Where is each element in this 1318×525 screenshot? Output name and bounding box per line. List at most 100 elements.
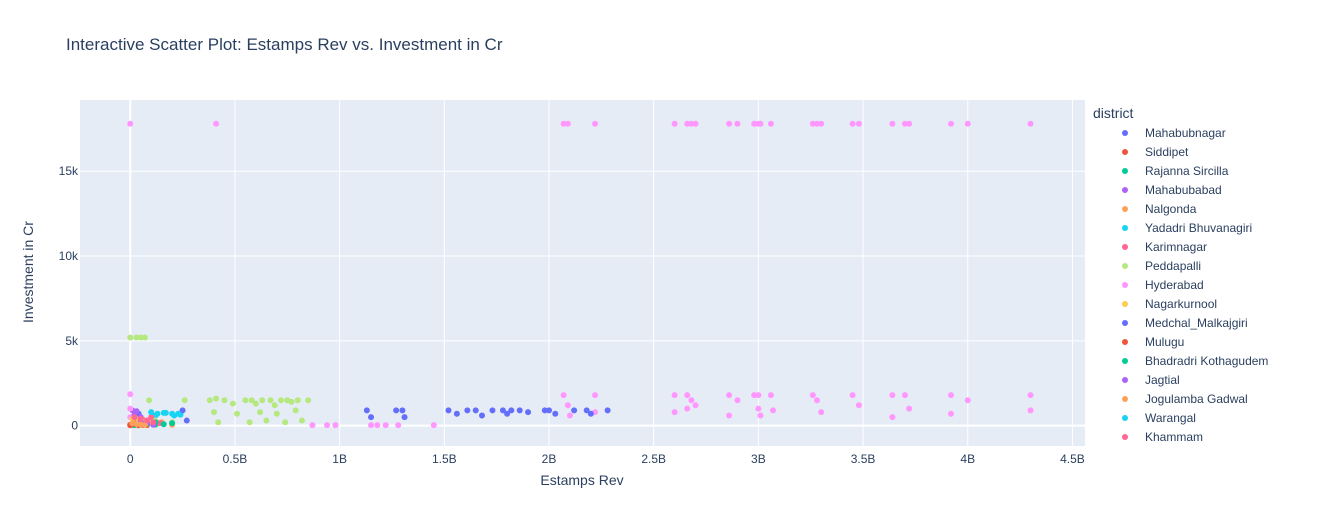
data-point [755,405,762,412]
data-point [271,402,278,409]
data-point [948,392,954,399]
x-tick-label: 4B [960,452,975,466]
data-point [137,415,144,422]
y-tick-labels: 0 5k 10k 15k [59,164,79,432]
legend-item[interactable]: Karimnagar [1122,240,1207,254]
data-point [583,407,590,414]
legend-item[interactable]: Medchal_Malkajgiri [1122,316,1248,330]
data-point [726,412,733,419]
data-point [688,120,695,127]
data-point [757,120,764,127]
data-point [571,407,578,414]
legend-marker [1122,263,1128,269]
data-point [144,417,150,424]
data-point [671,120,678,127]
data-point [206,397,213,404]
data-point [726,120,733,127]
legend-item[interactable]: Yadadri Bhuvanagiri [1122,221,1252,235]
data-point [592,392,599,399]
data-point [906,120,913,127]
data-point [684,405,691,412]
data-points [127,120,1034,429]
data-point [809,392,816,399]
data-point [282,419,289,426]
y-tick-label: 15k [59,164,79,178]
legend-marker [1122,149,1128,155]
legend-item[interactable]: Jagtial [1122,373,1180,387]
data-point [154,410,161,417]
data-point [814,397,820,404]
legend-item[interactable]: Jogulamba Gadwal [1122,392,1248,406]
data-point [755,392,762,399]
data-point [309,422,316,429]
data-point [395,422,402,429]
legend-item[interactable]: Nalgonda [1122,202,1197,216]
data-point [162,409,169,416]
legend-marker [1122,244,1128,250]
data-point [183,417,190,424]
data-point [246,419,253,426]
legend-item[interactable]: Peddapalli [1122,259,1201,273]
data-point [175,410,182,417]
data-point [259,397,266,404]
x-tick-label: 1.5B [432,452,457,466]
legend-label: Hyderabad [1145,278,1204,292]
x-tick-label: 3B [751,452,766,466]
data-point [948,410,954,417]
legend-label: Mulugu [1145,335,1184,349]
data-point [499,407,506,414]
data-point [137,334,144,341]
legend-label: Rajanna Sircilla [1145,164,1229,178]
data-point [453,410,460,417]
data-point [849,120,856,127]
data-point [472,407,479,414]
data-point [368,422,375,429]
data-point [855,120,862,127]
data-point [692,402,699,409]
data-point [374,422,381,429]
legend-item[interactable]: Siddipet [1122,145,1189,159]
legend-item[interactable]: Mahabubabad [1122,183,1222,197]
data-point [332,422,339,429]
legend-item[interactable]: Bhadradri Kothagudem [1122,354,1268,368]
data-point [148,414,155,421]
data-point [901,120,908,127]
grid-lines [80,100,1085,446]
data-point [363,407,370,414]
legend-item[interactable]: Khammam [1122,430,1203,444]
legend-item[interactable]: Rajanna Sircilla [1122,164,1229,178]
data-point [757,412,764,419]
data-point [604,407,611,414]
legend-label: Jagtial [1145,373,1180,387]
data-point [489,407,496,414]
legend-marker [1122,377,1128,383]
data-point [150,419,157,426]
legend-label: Medchal_Malkajgiri [1145,316,1248,330]
data-point [889,120,896,127]
legend-item[interactable]: Mahabubnagar [1122,126,1226,140]
data-point [889,392,896,399]
legend-item[interactable]: Mulugu [1122,335,1184,349]
legend-label: Bhadradri Kothagudem [1145,354,1268,368]
x-tick-label: 2.5B [641,452,666,466]
data-point [855,402,862,409]
legend-marker [1122,168,1128,174]
legend-item[interactable]: Nagarkurnool [1122,297,1217,311]
data-point [566,412,573,419]
data-point [181,397,188,404]
x-tick-label: 3.5B [851,452,876,466]
data-point [133,334,140,341]
data-point [368,414,375,421]
legend-item[interactable]: Hyderabad [1122,278,1204,292]
data-point [213,120,220,127]
data-point [767,392,774,399]
data-point [252,400,259,407]
legend-label: Mahabubnagar [1145,126,1226,140]
data-point [382,422,389,429]
legend-label: Nalgonda [1145,202,1197,216]
legend-label: Jogulamba Gadwal [1145,392,1248,406]
data-point [399,407,406,414]
data-point [726,392,733,399]
legend-item[interactable]: Warangal [1122,411,1196,425]
y-tick-label: 10k [59,249,79,263]
